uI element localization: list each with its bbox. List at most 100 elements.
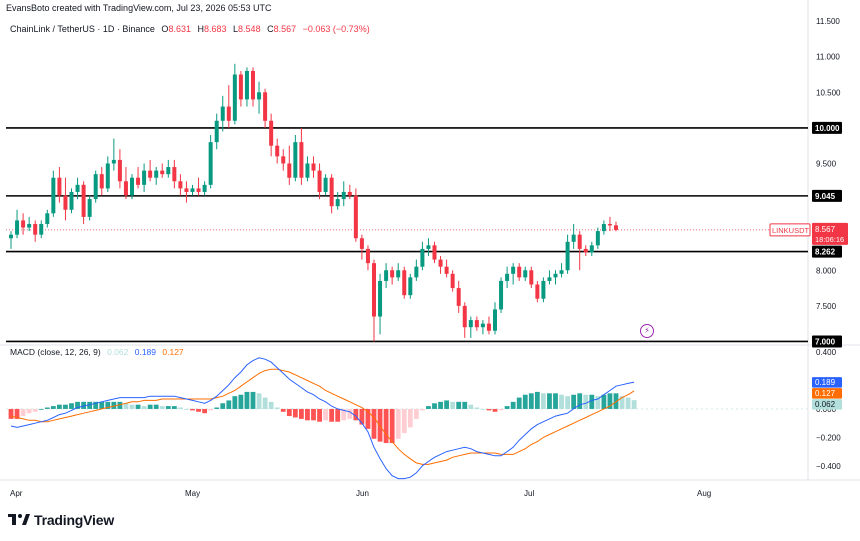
macd-value-badge <box>812 377 842 388</box>
candle-body <box>111 159 116 164</box>
macd-histogram-bar <box>26 408 32 414</box>
candle-body <box>474 320 479 328</box>
candle-body <box>257 92 262 100</box>
candle-body <box>81 184 86 217</box>
candle-body <box>414 266 419 278</box>
macd-histogram-bar <box>353 408 359 421</box>
macd-histogram-bar <box>57 404 62 409</box>
candle-body <box>535 284 540 299</box>
candle-body <box>329 177 334 207</box>
macd-histogram-bar <box>547 393 552 409</box>
open-label: O <box>161 24 169 34</box>
macd-legend: MACD (close, 12, 26, 9) 0.062 0.189 0.12… <box>10 347 184 357</box>
flash-event-icon[interactable]: ⚡ <box>640 324 654 338</box>
macd-histogram-bar <box>81 401 86 409</box>
low-label: L <box>233 24 239 34</box>
candle-body <box>493 309 497 331</box>
macd-histogram-bar <box>365 408 371 429</box>
macd-histogram-bar <box>389 408 395 444</box>
macd-histogram-bar <box>208 408 214 411</box>
candle-body <box>299 142 304 178</box>
candle-body <box>523 270 528 278</box>
candle-body <box>499 280 504 310</box>
candle-body <box>75 184 80 192</box>
macd-histogram-bar <box>171 406 177 409</box>
macd-histogram-bar <box>516 397 522 409</box>
time-axis-label: Jun <box>356 489 369 498</box>
candle-body <box>553 273 558 278</box>
macd-histogram-bar <box>625 397 631 409</box>
candle-body <box>468 320 473 328</box>
macd-histogram-bar <box>44 407 50 409</box>
candle-body <box>105 163 110 189</box>
macd-histogram-bar <box>274 407 280 409</box>
level-price-label: 9.045 <box>815 192 836 201</box>
macd-histogram-bar <box>426 406 431 409</box>
candle-body <box>172 167 177 182</box>
macd-histogram-bar <box>232 396 238 409</box>
candle-body <box>208 142 213 185</box>
candle-body <box>601 223 606 232</box>
candle-body <box>238 74 243 100</box>
price-tick-label: 11.500 <box>816 17 840 26</box>
macd-signal-value: 0.127 <box>162 347 184 357</box>
macd-hist-value: 0.062 <box>107 347 129 357</box>
macd-histogram-bar <box>311 408 316 421</box>
macd-histogram-bar <box>504 406 510 409</box>
macd-histogram-bar <box>214 407 220 409</box>
last-price-badge <box>812 222 848 245</box>
macd-histogram-bar <box>111 401 117 409</box>
macd-histogram-bar <box>105 401 111 409</box>
candle-body <box>335 199 340 207</box>
macd-histogram-bar <box>492 408 498 412</box>
macd-histogram-bar <box>141 406 147 409</box>
macd-histogram-bar <box>510 401 516 409</box>
candle-body <box>347 191 352 196</box>
macd-tick-label: 0.400 <box>816 348 837 357</box>
candle-body <box>432 245 437 260</box>
macd-histogram-bar <box>123 403 129 409</box>
candle-body <box>130 177 134 196</box>
macd-histogram-bar <box>220 403 226 409</box>
macd-histogram-bar <box>262 397 268 409</box>
macd-histogram-bar <box>595 396 601 409</box>
candle-body <box>541 280 546 299</box>
tradingview-logo: TradingView <box>8 512 114 528</box>
candle-body <box>505 273 510 281</box>
macd-histogram-bar <box>329 408 335 422</box>
macd-histogram-bar <box>589 394 595 409</box>
macd-histogram-bar <box>117 401 123 409</box>
macd-histogram-bar <box>87 401 93 409</box>
candle-body <box>117 159 122 182</box>
macd-histogram-bar <box>577 393 583 409</box>
candle-body <box>378 280 383 317</box>
macd-histogram-bar <box>202 408 207 414</box>
macd-histogram-bar <box>480 408 486 410</box>
macd-histogram-bar <box>129 404 135 409</box>
macd-histogram-bar <box>8 408 14 419</box>
macd-histogram-bar <box>571 394 577 409</box>
last-price-label: 8.567 <box>815 225 836 234</box>
time-axis-label: May <box>185 489 200 498</box>
candle-body <box>353 195 358 239</box>
macd-histogram-bar <box>250 391 256 409</box>
candle-body <box>359 238 364 249</box>
price-tick-label: 10.500 <box>816 88 841 97</box>
macd-histogram-bar <box>474 407 480 409</box>
price-tick-label: 11.000 <box>816 53 840 62</box>
macd-histogram-bar <box>607 393 613 409</box>
macd-histogram-bar <box>280 408 286 412</box>
macd-histogram-bar <box>323 408 328 421</box>
macd-histogram-bar <box>371 408 377 439</box>
candle-body <box>275 145 280 157</box>
candle-body <box>577 234 582 249</box>
macd-histogram-bar <box>159 406 165 409</box>
chart-credit: EvansBoto created with TradingView.com, … <box>6 3 272 13</box>
macd-histogram-bar <box>444 400 449 409</box>
candle-body <box>27 223 32 228</box>
macd-histogram-bar <box>359 408 365 425</box>
candle-body <box>323 177 328 192</box>
symbol-title: ChainLink / TetherUS · 1D · Binance <box>10 24 155 34</box>
macd-histogram-bar <box>292 408 298 418</box>
